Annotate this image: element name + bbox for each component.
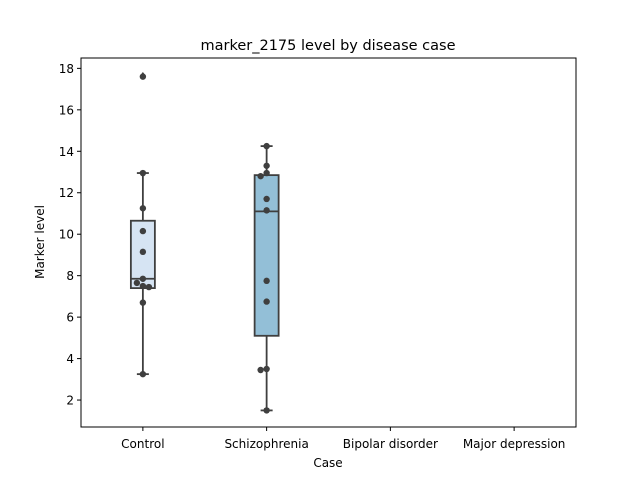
y-tick-label: 12 xyxy=(59,186,74,200)
y-tick-label: 2 xyxy=(66,394,74,408)
y-tick-label: 4 xyxy=(66,352,74,366)
data-point xyxy=(263,407,270,414)
data-point xyxy=(263,195,270,203)
y-tick-label: 16 xyxy=(59,103,74,117)
data-point xyxy=(139,227,147,235)
x-axis-label: Case xyxy=(313,456,342,470)
data-point xyxy=(263,169,270,177)
data-point xyxy=(263,162,270,169)
x-tick-label: Schizophrenia xyxy=(224,437,308,451)
y-tick-label: 18 xyxy=(59,62,74,76)
plot-area xyxy=(129,72,280,414)
x-axis: Control Schizophrenia Bipolar disorder Majo… xyxy=(121,427,565,451)
data-point xyxy=(139,282,147,290)
data-point xyxy=(133,279,141,287)
x-tick-label: Major depression xyxy=(463,437,566,451)
data-point xyxy=(263,142,270,150)
x-tick-label: Bipolar disorder xyxy=(343,437,438,451)
data-point xyxy=(145,283,153,291)
data-point xyxy=(139,73,147,80)
y-tick-label: 14 xyxy=(59,145,74,159)
data-point xyxy=(263,277,270,285)
y-tick-label: 6 xyxy=(66,311,74,325)
data-point xyxy=(139,205,147,212)
y-axis: 2 4 6 8 10 12 14 16 18 xyxy=(59,62,81,408)
data-point xyxy=(263,365,270,373)
y-axis-label: Marker level xyxy=(33,205,47,279)
data-point xyxy=(263,298,270,305)
data-point xyxy=(139,248,147,256)
data-point xyxy=(257,366,264,374)
data-point xyxy=(257,172,264,180)
data-point xyxy=(139,299,147,306)
x-tick-label: Control xyxy=(121,437,164,451)
data-point xyxy=(139,370,147,378)
plot-frame xyxy=(80,57,577,428)
y-tick-label: 10 xyxy=(59,228,74,242)
data-point xyxy=(263,207,270,214)
data-point xyxy=(139,169,147,177)
chart-title: marker_2175 level by disease case xyxy=(201,38,456,54)
data-point xyxy=(139,275,147,282)
y-tick-label: 8 xyxy=(66,269,74,283)
